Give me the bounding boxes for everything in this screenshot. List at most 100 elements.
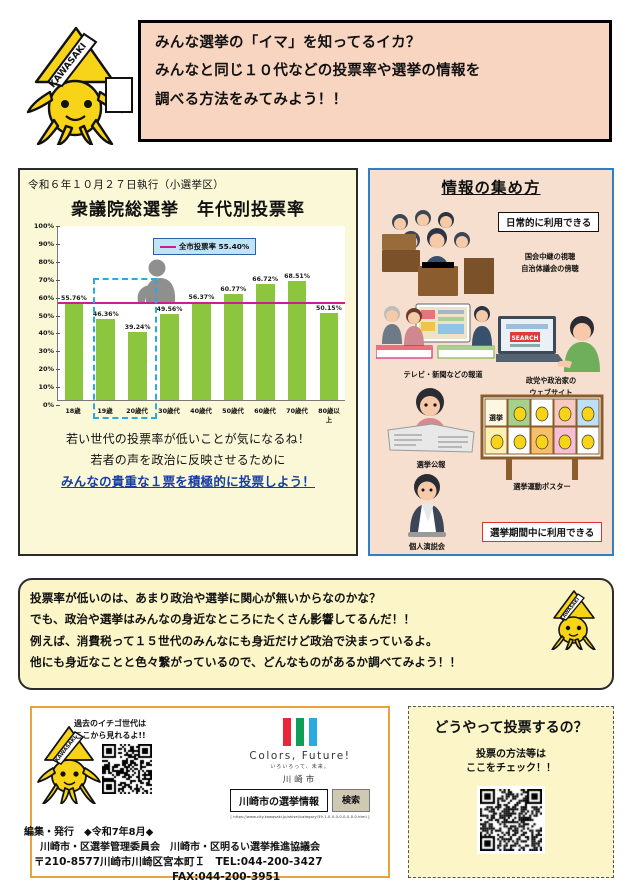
tag-election-period: 選挙期間中に利用できる (482, 522, 603, 542)
mascot-squid-icon: KAWASAKI (26, 26, 133, 145)
callout-line-3: 例えば、消費税って１５世代のみんなにも身近だけど政治で決まっているよ。 (30, 633, 438, 648)
legend-line-swatch (160, 246, 176, 248)
callout-line-1: 投票率が低いのは、あまり政治や選挙に関心が無いからなのかな？ (30, 591, 381, 605)
chart-bar-value: 56.37% (188, 293, 215, 301)
chart-message-2: 若者の声を政治に反映させるために (90, 453, 286, 467)
callout-line-4: 他にも身近なことと色々繋がっているので、どんなものがあるか調べてみよう！！ (30, 655, 462, 670)
caption-bulletin: 選挙公報 (416, 460, 446, 469)
imprint-line-3: 〒210-8577川崎市川崎区宮本町Ｉ TEL:044-200-3427 (34, 856, 323, 868)
caption-diet-line2: 自治体議会の傍聴 (521, 264, 579, 273)
chart-plot: 55.76% 46.36% 39.24% 49.56% 56.37% 60.77% 66.7… (57, 226, 345, 420)
assembly-illustration (382, 210, 494, 296)
y-tick-label: 40% (38, 329, 54, 338)
y-tick-label: 90% (38, 239, 54, 248)
y-tick (56, 387, 60, 389)
x-tick-label: 60歳代 (254, 407, 276, 415)
search-keyword-box[interactable]: 川崎市の選挙情報 (229, 789, 328, 812)
chart-plot-area: 0% 10% 20% 30% 40% 50% 60% 70% 80% 90% 100% 55.76%… (27, 222, 349, 427)
chart-bar-value: 49.56% (156, 305, 183, 313)
y-tick (56, 351, 60, 353)
logo-bar-green (296, 718, 304, 746)
y-tick-label: 20% (38, 365, 54, 374)
chart-bar-value: 68.51% (284, 272, 310, 280)
chart-reference-line (58, 301, 345, 304)
caption-media: テレビ・新聞などの報道 (403, 370, 483, 379)
chart-bar-column: 60.77% (220, 226, 248, 400)
laptop-website-illustration: SEARCH (496, 316, 600, 372)
y-tick (56, 297, 60, 299)
chart-bar (319, 312, 339, 400)
chart-message-1: 若い世代の投票率が低いことが気になるね！ (65, 432, 310, 446)
chart-bar (287, 280, 307, 400)
y-tick-label: 30% (38, 347, 54, 356)
y-tick-label: 70% (38, 275, 54, 284)
header-line-2: みんなと同じ１０代などの投票率や選挙の情報を (155, 63, 481, 80)
y-tick (56, 243, 60, 245)
y-tick-label: 0% (42, 401, 54, 409)
x-tick-label: 70歳代 (286, 407, 308, 415)
header-line-1: みんな選挙の「イマ」を知ってるイカ？ (155, 35, 421, 51)
footer-right-panel: どうやって投票するの？ 投票の方法等は ここをチェック！！ (408, 706, 614, 878)
mascot-squid-small-icon: KAWASAKI (551, 590, 596, 650)
y-tick (56, 261, 60, 263)
qr-code-howto[interactable] (409, 786, 613, 854)
chart-bar-value: 55.76% (61, 294, 87, 302)
imprint-line-4: FAX:044-200-3951 (172, 871, 281, 884)
chart-highlight-box (93, 278, 158, 420)
chart-bar-column: 46.36% (92, 226, 120, 400)
y-tick-label: 60% (38, 293, 54, 302)
berry-note-line2: ここから見れるよ!! (74, 731, 146, 740)
logo-bar-blue (309, 718, 317, 746)
chart-bar-column: 56.37% (188, 226, 216, 400)
chart-bar-value: 39.24% (124, 323, 151, 331)
how-to-vote-sub-l1: 投票の方法等は (476, 749, 546, 760)
tv-news-illustration (376, 303, 495, 359)
y-tick (56, 369, 60, 371)
poster-title-label: 選挙 (489, 413, 503, 422)
site-url: [ https://www.city.kawasaki.jp/shisei/ca… (230, 815, 370, 819)
header: KAWASAKI みんな選挙の「イマ」を知ってるイカ？ みんなと同じ１０代などの… (0, 0, 632, 152)
header-line-3: 調べる方法をみてみよう！！ (155, 91, 348, 108)
logo-bar-red (283, 718, 291, 746)
y-tick-label: 100% (33, 222, 54, 230)
newspaper-reader-illustration (387, 388, 475, 453)
how-to-vote-sub-l2: ここをチェック！！ (466, 763, 556, 774)
poster-board-illustration: 選挙 (480, 394, 604, 480)
caption-diet-line1: 国会中継の視聴 (524, 252, 576, 261)
chart-title: 衆議院総選挙 年代別投票率 (71, 200, 305, 220)
search-row: 川崎市の選挙情報 検索 (225, 789, 375, 812)
logo-tagline-jp: いろいろって、未来。 (270, 764, 330, 770)
chart-call-to-action: みんなの貴重な１票を積極的に投票しよう！ (60, 474, 315, 489)
chart-bar (255, 283, 275, 400)
logo-city-name: 川崎市 (282, 775, 318, 785)
x-tick-label: 20歳代 (126, 407, 148, 415)
chart-bars: 55.76% 46.36% 39.24% 49.56% 56.37% 60.77% 66.7… (58, 226, 345, 400)
y-tick (56, 405, 60, 406)
legend-label: 全市投票率 55.40% (179, 242, 250, 251)
imprint-line-1: 編集・発行 ◆令和7年8月◆ (24, 827, 154, 838)
logo-tagline: Colors, Future! (249, 750, 351, 762)
imprint-line-2: 川崎市・区選挙管理委員会 川崎市・区明るい選挙推進協議会 (40, 841, 320, 853)
info-panel: 情報の集め方 日常的に利用できる 国会中継の視聴 自治体議会の傍聴 (368, 168, 614, 556)
x-tick-label: 18歳 (65, 407, 81, 415)
mascot-squid-footer-icon: KAWASAKI (37, 726, 101, 804)
x-tick-label: 19歳 (97, 407, 113, 415)
chart-bar-column: 50.15% (315, 226, 343, 400)
x-tick-label: 50歳代 (222, 407, 244, 415)
chart-bar-value: 60.77% (220, 286, 247, 294)
chart-bar-column: 49.56% (156, 226, 184, 400)
caption-website-line2: ウェブサイト (529, 388, 573, 397)
search-button[interactable]: 検索 (331, 789, 370, 812)
chart-bar-value: 46.36% (92, 311, 119, 319)
y-tick (56, 226, 60, 227)
chart-bar-column: 68.51% (283, 226, 311, 400)
chart-subtitle: 令和６年１０月２７日執行（小選挙区） (28, 179, 225, 191)
qr-code-archive[interactable] (102, 744, 152, 794)
chart-bar (160, 313, 179, 400)
callout-panel: 投票率が低いのは、あまり政治や選挙に関心が無いからなのかな？ でも、政治や選挙は… (18, 578, 614, 690)
chart-bar-column: 66.72% (251, 226, 279, 400)
chart-bar (223, 294, 243, 400)
sitting-person-icon (137, 259, 176, 302)
chart-bar (64, 302, 84, 400)
chart-x-axis: 18歳 19歳 20歳代 30歳代 40歳代 50歳代 60歳代 70歳代 80歳以上 (57, 403, 345, 425)
